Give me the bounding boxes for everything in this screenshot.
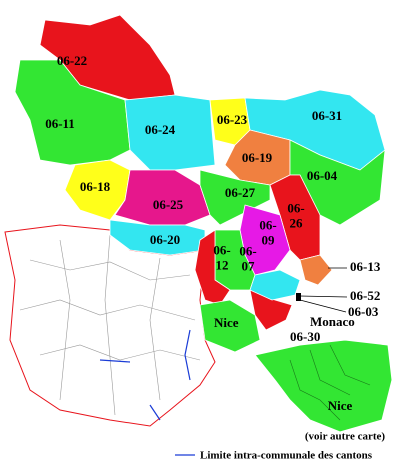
region-label: 06-31 (312, 108, 342, 123)
region-label: 09 (262, 232, 276, 247)
commune-lines (19, 234, 201, 416)
region (194, 229, 231, 306)
region-label: 06-23 (217, 112, 248, 127)
region-label: 12 (216, 257, 229, 272)
region-label: 07 (242, 258, 256, 273)
region-label: 06- (259, 217, 276, 232)
region (199, 169, 271, 226)
region (64, 159, 131, 221)
region (249, 269, 301, 301)
annotation: Monaco (310, 314, 355, 329)
region (299, 254, 333, 286)
region-label: 06-04 (307, 168, 338, 183)
region (199, 299, 261, 353)
region-label: 06- (287, 200, 304, 215)
annotation: 06-52 (350, 288, 380, 303)
region-label: 26 (290, 215, 304, 230)
annotation: Nice (214, 315, 239, 330)
region-label: 06-24 (145, 122, 176, 137)
inset-label: Nice (328, 398, 353, 413)
annotation: 06-13 (350, 259, 381, 274)
rivers (99, 329, 191, 421)
inset-map (254, 339, 393, 433)
region-label: 06-25 (153, 197, 184, 212)
region-label: 06- (239, 243, 256, 258)
region (124, 94, 216, 171)
monaco-mark (296, 293, 301, 301)
region-label: 06-27 (225, 185, 256, 200)
leader-lines (299, 267, 348, 313)
regions: 06-22 06-11 06-24 06-23 06-31 06-19 06-04 06-18… (14, 14, 386, 306)
region-label: 06-18 (80, 179, 111, 194)
annotation: 06-03 (348, 304, 379, 319)
region-label: 06- (213, 242, 230, 257)
neighbour-area (4, 224, 216, 427)
region-label: 06-22 (57, 53, 87, 68)
region-label: 06-20 (150, 232, 180, 247)
annotation: 06-30 (290, 329, 320, 344)
legend-label: Limite intra-communale des cantons (200, 450, 373, 462)
region-label: 06-11 (45, 116, 75, 131)
inset-lines (289, 344, 371, 421)
region-label: 06-19 (242, 150, 273, 165)
inset-note: (voir autre carte) (305, 431, 386, 443)
